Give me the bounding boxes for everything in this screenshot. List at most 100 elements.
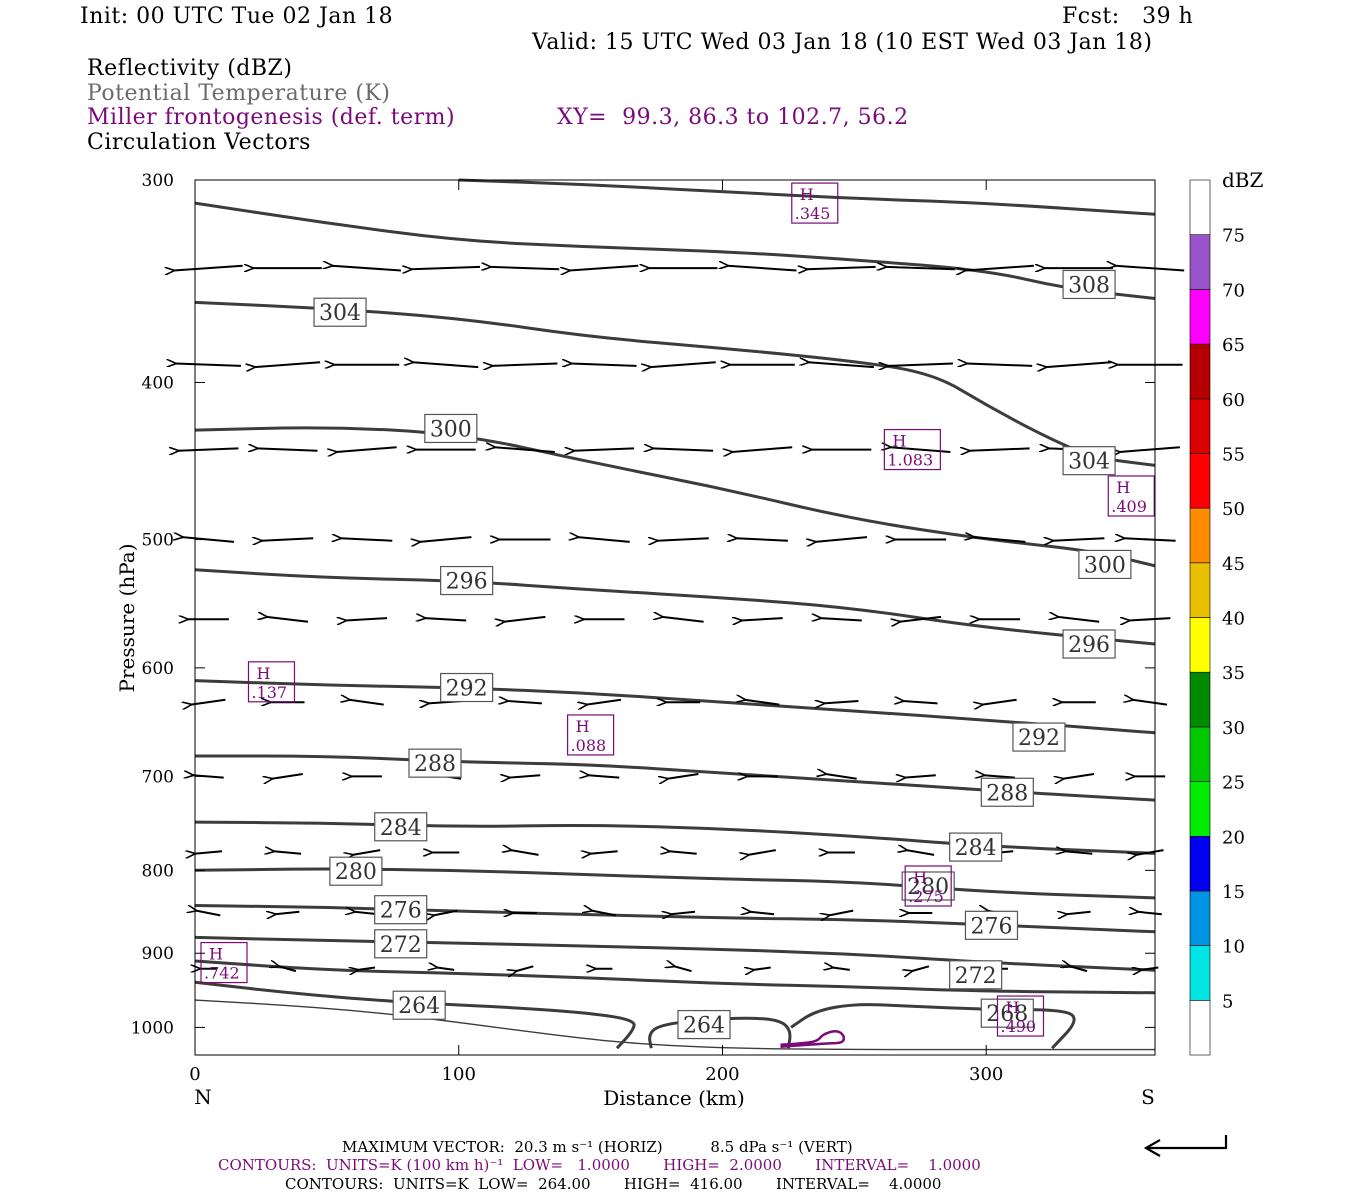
- colorbar-segment: [1189, 671, 1211, 728]
- theta-label-box: [374, 929, 428, 959]
- circulation-vector: [341, 538, 393, 540]
- colorbar-label: 70: [1222, 280, 1245, 301]
- circulation-vector: [587, 698, 622, 705]
- circulation-vector: [191, 698, 226, 705]
- y-tick-label: 400: [142, 373, 174, 393]
- circulation-vector: [1070, 966, 1088, 973]
- circulation-vector: [1141, 968, 1159, 970]
- circulation-vector: [174, 264, 243, 271]
- circulation-vector: [886, 267, 955, 269]
- circulation-vector: [741, 618, 783, 620]
- circulation-vector: [504, 615, 546, 622]
- x-tick-label: 200: [705, 1064, 739, 1085]
- circulation-vector: [193, 775, 224, 777]
- theta-contour-296: [194, 568, 1156, 646]
- theta-label: 288: [408, 748, 462, 778]
- circulation-vector: [1115, 266, 1185, 272]
- circulation-vector: [674, 966, 692, 973]
- circulation-vector: [346, 618, 388, 620]
- theta-label-text: 272: [380, 933, 422, 958]
- theta-label-box: [980, 998, 1034, 1028]
- circulation-vector: [1063, 773, 1095, 779]
- colorbar-label: 20: [1222, 827, 1245, 848]
- theta-label-box: [1012, 722, 1066, 752]
- theta-label: 304: [313, 297, 367, 327]
- field-reflectivity: Reflectivity (dBZ): [87, 56, 293, 81]
- circulation-vector: [358, 968, 376, 970]
- colorbar-segment: [1189, 945, 1211, 1001]
- x-tick-label: 0: [189, 1064, 200, 1085]
- circulation-vector: [671, 912, 696, 914]
- theta-label-text: 288: [986, 781, 1028, 806]
- circulation-vector: [974, 537, 1026, 543]
- colorbar-label: 75: [1222, 226, 1245, 247]
- fronto-max-label: H1.083: [883, 428, 941, 471]
- theta-label: 280: [329, 856, 383, 886]
- theta-label-text: 272: [955, 964, 997, 989]
- theta-label-box: [440, 565, 494, 596]
- theta-label-box: [964, 910, 1019, 940]
- circulation-vector: [511, 850, 539, 856]
- circulation-vector: [808, 362, 874, 369]
- fronto-max-value: .490: [1000, 1017, 1036, 1036]
- circulation-vector: [275, 912, 300, 914]
- theta-label: 284: [374, 812, 428, 842]
- theta-contour-288: [194, 754, 1156, 802]
- colorbar-label: 60: [1222, 390, 1245, 411]
- theta-label: 300: [424, 413, 478, 444]
- circulation-vector: [509, 775, 541, 777]
- theta-contour-268: [790, 1003, 1076, 1050]
- theta-contour-300: [194, 426, 1156, 568]
- circulation-vector: [272, 773, 303, 779]
- theta-label-box: [980, 777, 1034, 807]
- circulation-vector: [982, 698, 1017, 705]
- fronto-max-symbol: H: [576, 717, 590, 736]
- theta-label-box: [1062, 446, 1116, 476]
- circulation-vector: [336, 446, 397, 452]
- circulation-vector: [574, 448, 635, 450]
- fronto-contour-line: [780, 1030, 846, 1049]
- theta-label-box: [1062, 269, 1116, 300]
- fronto-max-label: H.275: [904, 865, 952, 907]
- colorbar-label: 45: [1222, 554, 1245, 575]
- theta-label: 272: [374, 929, 428, 959]
- circulation-vector: [255, 361, 321, 367]
- theta-label-text: 280: [907, 875, 949, 900]
- colorbar-segment: [1189, 507, 1211, 564]
- circulation-vector: [1129, 618, 1171, 620]
- theta-contour-292: [194, 679, 1156, 735]
- theta-label: 280: [901, 871, 955, 901]
- forecast-hour: Fcst: 39 h: [1062, 4, 1194, 29]
- y-tick-label: 300: [142, 171, 174, 191]
- theta-label: 296: [440, 565, 494, 596]
- circulation-vector: [807, 267, 876, 269]
- theta-contour-284: [194, 820, 1156, 855]
- theta-label-text: 288: [414, 752, 456, 777]
- colorbar-segment: [1189, 781, 1211, 837]
- colorbar-segment: [1189, 343, 1211, 400]
- fronto-max-box: [1107, 475, 1155, 517]
- circulation-vector: [516, 965, 534, 971]
- field-frontogenesis: Miller frontogenesis (def. term): [87, 105, 456, 130]
- theta-label-text: 300: [430, 417, 472, 442]
- circulation-vector: [750, 912, 775, 914]
- circulation-vector: [821, 618, 862, 620]
- colorbar-segment: [1189, 289, 1211, 345]
- circulation-vector: [736, 538, 788, 540]
- theta-label-text: 304: [319, 301, 361, 326]
- circulation-vector: [669, 851, 697, 853]
- theta-contour-272: [194, 959, 1156, 995]
- fronto-max-box: [247, 661, 296, 703]
- theta-contour-308: [194, 201, 1156, 300]
- theta-label-text: 276: [380, 899, 422, 924]
- frontogenesis-maxima: H.345H1.083H.409H.137H.088H.275H.742H.49…: [200, 182, 1155, 1037]
- circulation-vector: [578, 537, 630, 543]
- theta-label-box: [313, 297, 367, 327]
- theta-label-box: [408, 748, 462, 778]
- theta-label: 300: [1078, 549, 1132, 580]
- theta-label-box: [677, 1009, 731, 1040]
- theta-label-text: 296: [1068, 633, 1110, 658]
- theta-label-box: [1078, 549, 1132, 580]
- colorbar-label: 25: [1222, 773, 1245, 794]
- theta-contour-labels: 3043002962922882842802762722642643083043…: [313, 269, 1132, 1040]
